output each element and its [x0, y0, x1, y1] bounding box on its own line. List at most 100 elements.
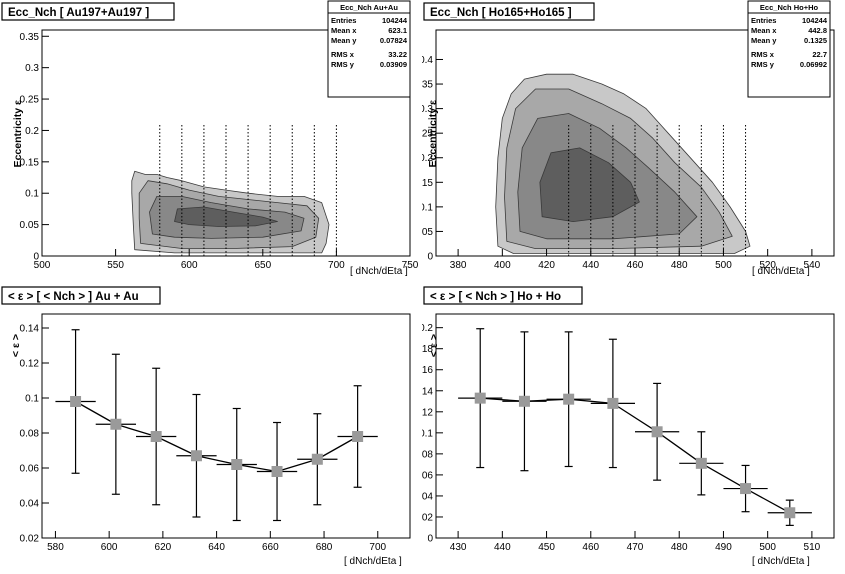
data-point-marker [695, 457, 707, 469]
x-axis-label: [ dNch/dEta ] [350, 266, 408, 277]
x-tick-label: 500 [34, 260, 51, 271]
x-tick-label: 700 [369, 542, 386, 553]
x-axis-label: [ dNch/dEta ] [752, 266, 810, 277]
y-tick-label: 0.3 [422, 104, 433, 115]
y-tick-label: 0.25 [20, 95, 40, 106]
y-tick-label: 0.2 [422, 323, 433, 334]
chart-ho-profile: < ε > [ < Nch > ] Ho + Ho 430 440 450 460 470… [414, 286, 835, 567]
data-point-marker [70, 396, 82, 407]
stats-label: Mean x [331, 26, 357, 35]
x-tick-label: 520 [759, 260, 776, 271]
stats-value: 104244 [802, 16, 828, 25]
series-line-segment [656, 431, 702, 464]
y-tick-label: 0.02 [20, 534, 40, 545]
y-tick-label: 0.35 [422, 80, 433, 91]
title-box [1, 2, 175, 21]
x-tick-label: 660 [262, 542, 279, 553]
title-box [423, 286, 583, 305]
x-tick-label: 470 [627, 542, 644, 553]
x-tick-label: 600 [101, 542, 118, 553]
x-tick-label: 420 [538, 260, 555, 271]
y-tick-label: 0.15 [422, 178, 433, 189]
stats-label: RMS y [331, 60, 355, 69]
series-line-segment [317, 435, 358, 460]
x-tick-label: 450 [538, 542, 555, 553]
x-tick-label: 440 [582, 260, 599, 271]
stats-value: 0.03909 [380, 60, 407, 69]
x-tick-label: 750 [402, 260, 419, 271]
chart-title: < ε > [ < Nch > ] Ho + Ho [430, 291, 561, 303]
stats-name: Ecc_Nch Au+Au [340, 3, 398, 12]
data-point-marker [110, 418, 122, 430]
chart-ho-heatmap: Ecc_Nch [ Ho165+Ho165 ] Ecc_Nch Ho+Ho Entr… [414, 0, 835, 277]
series-line-segment [75, 400, 117, 425]
y-tick-label: 0.06 [20, 464, 40, 475]
series-line-segment [701, 462, 746, 490]
y-tick-label: 0.3 [25, 63, 39, 74]
x-tick-label: 680 [316, 542, 333, 553]
stats-label: RMS y [751, 60, 775, 69]
stats-box [747, 0, 831, 98]
series-line-segment [236, 463, 278, 473]
y-tick-label: 0.08 [20, 429, 40, 440]
y-tick-label: 0.02 [422, 512, 433, 523]
y-tick-label: 0.1 [422, 428, 433, 439]
y-axis-label: Eccentricity ε [427, 100, 439, 167]
data-point-marker [311, 453, 323, 465]
x-tick-label: 650 [254, 260, 271, 271]
x-tick-label: 620 [155, 542, 172, 553]
series-line-segment [155, 435, 197, 457]
stats-label: Mean y [751, 36, 777, 45]
x-tick-label: 380 [450, 260, 467, 271]
y-tick-label: 0.35 [20, 32, 40, 43]
x-tick-label: 440 [494, 542, 511, 553]
x-axis-label: [ dNch/dEta ] [752, 556, 810, 567]
pane-ho-profile: < ε > [ < Nch > ] Ho + Ho 430 440 450 460 470… [414, 284, 845, 569]
data-point-marker [518, 395, 530, 407]
y-tick-label: 0.04 [422, 491, 433, 502]
stats-value: 442.8 [808, 26, 827, 35]
pane-ho-heatmap: Ecc_Nch [ Ho165+Ho165 ] Ecc_Nch Ho+Ho Entr… [414, 0, 845, 284]
stats-label: RMS x [751, 50, 775, 59]
data-point-marker [231, 459, 243, 470]
chart-title: Ecc_Nch [ Ho165+Ho165 ] [430, 7, 572, 19]
x-tick-label: 460 [582, 542, 599, 553]
y-tick-label: 0 [427, 534, 433, 545]
pane-au-profile: < ε > [ < Nch > ] Au + Au 580 600 620 640 660… [0, 284, 422, 569]
chart-title: Ecc_Nch [ Au197+Au197 ] [8, 7, 149, 19]
x-tick-label: 400 [494, 260, 511, 271]
x-tick-label: 600 [181, 260, 198, 271]
chart-au-heatmap: Ecc_Nch [ Au197+Au197 ] Ecc_Nch Au+Au Entr… [1, 0, 419, 277]
y-tick-label: 0.16 [422, 365, 433, 376]
data-point-marker [150, 431, 162, 442]
stats-label: Entries [751, 16, 776, 25]
y-tick-label: 0.2 [422, 153, 433, 164]
series-line-segment [745, 488, 791, 514]
data-point-marker [190, 450, 202, 462]
stats-value: 33.22 [388, 50, 407, 59]
data-point-marker [784, 507, 796, 519]
y-tick-label: 0.04 [20, 499, 40, 510]
x-tick-label: 480 [671, 260, 688, 271]
title-box [1, 286, 161, 305]
x-tick-label: 480 [671, 542, 688, 553]
y-tick-label: 0.1 [422, 202, 433, 213]
series-line-segment [115, 423, 157, 438]
y-tick-label: 0.12 [20, 359, 40, 370]
stats-label: RMS x [331, 50, 355, 59]
y-axis-label: < ε > [428, 334, 440, 357]
series-line-segment [276, 458, 318, 473]
y-tick-label: 0 [427, 252, 433, 263]
x-axis-label: [ dNch/dEta ] [344, 556, 402, 567]
x-tick-label: 460 [627, 260, 644, 271]
y-tick-label: 0.4 [422, 55, 433, 66]
stats-label: Entries [331, 16, 356, 25]
y-tick-label: 0.06 [422, 470, 433, 481]
stats-label: Mean y [331, 36, 357, 45]
data-point-marker [352, 431, 364, 442]
stats-value: 22.7 [812, 50, 827, 59]
stats-value: 104244 [382, 16, 408, 25]
data-point-marker [563, 393, 575, 405]
plot-frame [41, 313, 411, 539]
series-line-segment [196, 455, 237, 466]
